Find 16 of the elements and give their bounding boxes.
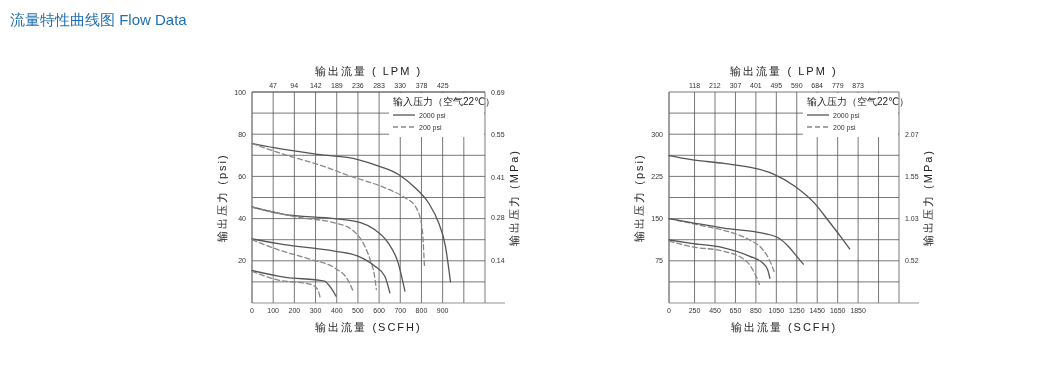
line-series (251, 142, 426, 267)
line-series (668, 240, 761, 286)
x-axis-title: 输出流量 (SCFH) (730, 321, 838, 333)
y-axis-title: 输出压力 (psi) (633, 153, 645, 242)
x-axis-title: 输出流量 (SCFH) (315, 321, 422, 333)
y2-axis-title: 输出压力 (MPa) (508, 149, 520, 246)
x2-axis-title: 输出流量 ( LPM ) (730, 65, 838, 77)
legend-title: 输入压力（空气22℃） (393, 96, 496, 107)
line-series (251, 270, 321, 299)
text: 流量特性曲线图 Flow Data (10, 11, 188, 28)
y-axis-title: 输出压力 (psi) (216, 153, 228, 242)
legend-title: 输入压力（空气22℃） (807, 96, 910, 107)
x2-axis-title: 输出流量 ( LPM ) (314, 65, 423, 77)
line-series (251, 239, 355, 294)
line-series (251, 206, 377, 291)
y2-axis-title: 输出压力 (MPa) (922, 149, 934, 246)
